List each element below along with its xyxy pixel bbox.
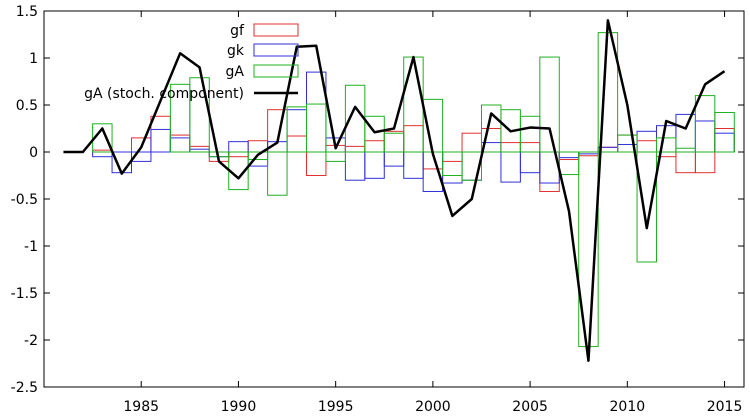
bar xyxy=(228,151,249,158)
y-tick-label: -2 xyxy=(24,333,38,349)
legend-label: gf xyxy=(230,23,245,39)
bar xyxy=(403,125,424,153)
bar xyxy=(383,130,405,153)
legend-label: gA xyxy=(226,64,245,80)
bar xyxy=(714,112,735,153)
bar xyxy=(558,151,580,161)
series-ga-stoch-component xyxy=(63,19,726,362)
x-tick-label: 1985 xyxy=(123,399,159,415)
bar xyxy=(325,151,346,162)
bar xyxy=(558,151,580,176)
bar xyxy=(558,151,580,159)
y-tick-label: 0 xyxy=(29,145,38,161)
bar xyxy=(675,151,696,174)
bar xyxy=(383,151,405,167)
bar xyxy=(383,132,405,153)
y-tick-label: 0.5 xyxy=(16,98,38,114)
bar xyxy=(636,130,657,153)
bar xyxy=(519,115,541,153)
bar xyxy=(714,132,735,153)
bar xyxy=(656,125,677,153)
bar xyxy=(364,151,385,179)
bar xyxy=(344,151,366,181)
bar xyxy=(150,115,171,153)
bar xyxy=(539,56,560,153)
bar xyxy=(169,137,191,153)
series-line xyxy=(63,19,726,362)
legend-swatch xyxy=(253,23,299,37)
series-ga xyxy=(92,32,735,348)
legend-label: gA (stoch. component) xyxy=(84,86,244,102)
bar xyxy=(500,151,521,183)
bar xyxy=(131,151,152,162)
y-tick-label: -1.5 xyxy=(11,286,38,302)
x-tick-label: 1995 xyxy=(318,399,354,415)
bar xyxy=(694,151,716,174)
bar xyxy=(617,134,638,153)
bar xyxy=(714,128,735,153)
x-tick-label: 2005 xyxy=(512,399,548,415)
legend-swatch xyxy=(253,43,299,57)
bar xyxy=(694,120,716,153)
bar xyxy=(442,151,463,162)
bar xyxy=(675,113,696,153)
y-tick-label: 1.5 xyxy=(16,4,38,20)
bar xyxy=(92,151,113,158)
bar xyxy=(694,95,716,153)
y-tick-label: -2.5 xyxy=(11,380,38,396)
bar xyxy=(500,142,521,153)
x-axis: 1985 1990 1995 2000 2005 2010 2015 xyxy=(123,11,742,415)
y-tick-label: -0.5 xyxy=(11,192,38,208)
x-tick-label: 2000 xyxy=(415,399,451,415)
y-tick-label: 1 xyxy=(29,51,38,67)
bar xyxy=(286,135,307,153)
x-tick-label: 1990 xyxy=(221,399,257,415)
bar xyxy=(675,147,696,153)
bar xyxy=(267,151,288,196)
bar xyxy=(286,109,307,153)
bar xyxy=(228,141,249,153)
x-tick-label: 2010 xyxy=(610,399,646,415)
bar xyxy=(461,151,482,181)
bar xyxy=(461,132,482,153)
bar xyxy=(519,151,541,174)
bar xyxy=(403,151,424,179)
legend-label: gk xyxy=(227,43,245,59)
bar xyxy=(442,151,463,184)
bar xyxy=(286,106,307,153)
bar xyxy=(403,56,424,153)
legend-swatch xyxy=(253,64,299,78)
legend: gf gk gA gA (stoch. component) xyxy=(84,23,299,102)
y-axis: 1.5 1 0.5 0 -0.5 -1 -1.5 -2 -2.5 xyxy=(11,4,744,396)
bar xyxy=(92,123,113,153)
bar xyxy=(306,151,327,176)
x-tick-label: 2015 xyxy=(707,399,743,415)
bar xyxy=(306,103,327,153)
bar xyxy=(364,140,385,153)
bar xyxy=(150,128,171,153)
bar xyxy=(344,145,366,153)
y-tick-label: -1 xyxy=(24,239,38,255)
series-layer xyxy=(63,19,735,362)
bar xyxy=(656,137,677,153)
plot-frame xyxy=(43,10,745,388)
bar xyxy=(442,151,463,176)
bar xyxy=(636,151,657,263)
bar xyxy=(519,142,541,153)
bar xyxy=(636,140,657,153)
